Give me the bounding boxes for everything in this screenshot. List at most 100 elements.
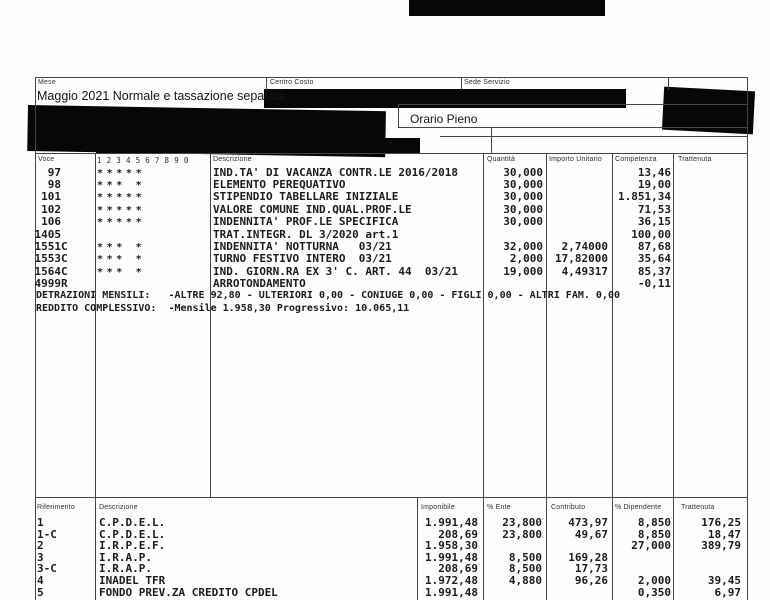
assoggettamento-star: * <box>116 241 123 253</box>
contributo-riferimento: 5 <box>37 585 44 599</box>
detrazioni-line: DETRAZIONI MENSILI: -ALTRE 92,80 - ULTER… <box>36 290 620 301</box>
reddito-line: REDDITO COMPLESSIVO: -Mensile 1.958,30 P… <box>36 303 410 314</box>
redaction-box-top <box>409 0 605 16</box>
voce-competenza: 36,15 <box>637 215 671 229</box>
contributi-row: 1-C C.P.D.E.L. 208,69 23,800 49,67 8,850 18,47 <box>0 527 770 541</box>
contributi-divider-riferimento <box>95 497 96 600</box>
contributo-percent-ente: 8,500 <box>508 562 542 576</box>
contributo-percent-ente: 23,800 <box>502 516 542 529</box>
assoggettamento-star: * <box>96 179 104 191</box>
voce-descrizione: ARROTONDAMENTO <box>213 277 306 291</box>
voce-competenza: 35,64 <box>637 252 671 266</box>
voce-importo-unitario: 17,82000 <box>555 252 608 266</box>
contributo-descrizione: I.R.A.P. <box>99 550 152 564</box>
voce-descrizione: INDENNITA' PROF.LE SPECIFICA <box>213 215 399 229</box>
contributo-descrizione: INADEL TFR <box>99 574 166 587</box>
header-divider-sede-servizio <box>461 77 462 90</box>
contributo-percent-dipendente: 8,850 <box>637 516 671 529</box>
voce-code: 97 <box>47 165 61 179</box>
assoggettamento-star: * <box>106 179 113 191</box>
contributi-header-trattenuta: Trattenuta <box>681 504 715 511</box>
contributo-importo: 96,26 <box>574 574 608 587</box>
contributi-header-riferimento: Riferimento <box>37 504 75 511</box>
header-divider-centro-costo <box>266 77 267 90</box>
contributo-percent-dipendente: 27,000 <box>631 539 671 553</box>
voci-divider-trattenuta <box>673 153 674 497</box>
assoggettamento-star: * <box>135 204 142 216</box>
voci-header-quantita: Quantità <box>487 156 516 163</box>
contributi-header-dipendente: % Dipendente <box>615 504 662 511</box>
contributo-imponibile: 1.991,48 <box>425 585 478 599</box>
contributo-imponibile: 208,69 <box>438 527 478 541</box>
voce-importo-unitario: 4,49317 <box>561 264 608 278</box>
voci-divider-stars <box>210 153 211 497</box>
voce-competenza: 19,00 <box>637 177 671 191</box>
assoggettamento-star: * <box>116 204 123 216</box>
assoggettamento-star: * <box>106 266 113 278</box>
voci-row: 1551 C * * * * INDENNITA' NOTTURNA 03/21 32,000… <box>0 239 770 253</box>
voce-descrizione: VALORE COMUNE IND.QUAL.PROF.LE <box>213 202 412 216</box>
contributo-riferimento: 1-C <box>37 527 57 541</box>
contributi-row: 1 C.P.D.E.L. 1.991,48 23,800 473,97 8,850 176,… <box>0 517 770 529</box>
contributo-riferimento: 4 <box>37 574 44 587</box>
voci-header-digit: 8 <box>164 156 170 165</box>
assoggettamento-star: * <box>116 254 123 266</box>
voci-divider-voce <box>95 153 96 497</box>
contributi-row: 3-C I.R.A.P. 208,69 8,500 17,73 <box>0 563 770 575</box>
contributi-row: 4 INADEL TFR 1.972,48 4,880 96,26 2,000 39,45 <box>0 575 770 587</box>
voce-competenza: 71,53 <box>637 202 671 216</box>
contributo-descrizione: I.R.A.P. <box>99 562 152 576</box>
assoggettamento-star: * <box>106 241 113 253</box>
voce-code: 106 <box>41 215 61 229</box>
voci-row: 106 * * * * * INDENNITA' PROF.LE SPECIFICA 30,0… <box>0 215 770 229</box>
header-sub-border <box>440 136 747 137</box>
voce-code: 1564 <box>34 264 62 278</box>
contributi-divider-contributo <box>546 497 547 600</box>
voce-code: 1551 <box>34 239 62 253</box>
assoggettamento-star: * <box>125 204 132 216</box>
contributi-table-top-border <box>35 497 747 498</box>
contributi-header-imponibile: Imponibile <box>421 504 455 511</box>
contributi-divider-ente <box>483 497 484 600</box>
sede-servizio-label: Sede Servizio <box>464 79 510 86</box>
contributi-row: 5 FONDO PREV.ZA CREDITO CPDEL 1.991,48 0,35… <box>0 585 770 599</box>
voci-divider-quantita <box>483 153 484 497</box>
assoggettamento-star: * <box>135 192 142 204</box>
voce-code: 98 <box>47 177 61 191</box>
redaction-box-header-left-tail <box>96 138 420 154</box>
contributo-trattenuta: 39,45 <box>707 574 741 587</box>
voci-table-top-border <box>35 153 747 154</box>
voci-divider-competenza <box>612 153 613 497</box>
voci-header-trattenuta: Trattenuta <box>678 156 712 163</box>
voce-descrizione: IND. GIORN.RA EX 3' C. ART. 44 03/21 <box>213 264 459 278</box>
assoggettamento-star: * <box>96 204 104 216</box>
voci-row: 97 * * * * * IND.TA' DI VACANZA CONTR.LE 2016/… <box>0 165 770 179</box>
assoggettamento-star: * <box>106 167 113 179</box>
contributo-percent-dipendente: 2,000 <box>637 574 671 587</box>
voci-header-digit: 9 <box>174 156 179 165</box>
voce-code-suffix: C <box>61 264 68 278</box>
assoggettamento-star: * <box>96 192 104 204</box>
voce-code: 1553 <box>34 252 62 266</box>
contributi-divider-trattenuta <box>673 497 674 600</box>
assoggettamento-star: * <box>106 204 113 216</box>
voce-descrizione: ELEMENTO PEREQUATIVO <box>213 177 346 191</box>
assoggettamento-star: * <box>106 254 113 266</box>
voci-header-digit: 1 <box>97 156 102 165</box>
voce-competenza: 1.851,34 <box>618 190 671 204</box>
redaction-box-header-center <box>264 89 626 108</box>
assoggettamento-star: * <box>135 266 142 278</box>
contributo-descrizione: FONDO PREV.ZA CREDITO CPDEL <box>99 585 278 599</box>
voce-competenza: 100,00 <box>631 227 671 241</box>
contributo-riferimento: 3 <box>37 550 44 564</box>
assoggettamento-star: * <box>96 217 104 229</box>
contributo-importo: 49,67 <box>574 527 608 541</box>
assoggettamento-star: * <box>96 266 104 278</box>
voci-header-digit: 3 <box>116 156 121 165</box>
contributi-row: 3 I.R.A.P. 1.991,48 8,500 169,28 <box>0 552 770 564</box>
orario-value: Orario Pieno <box>410 112 478 126</box>
header-sub-divider <box>491 127 492 154</box>
contributo-imponibile: 208,69 <box>438 562 478 576</box>
contributo-riferimento: 1 <box>37 516 44 529</box>
